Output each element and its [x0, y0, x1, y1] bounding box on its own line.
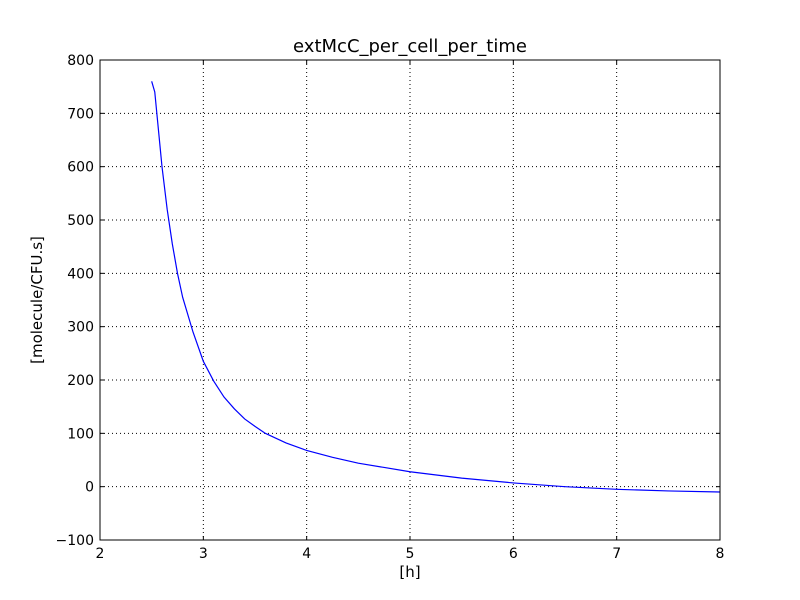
- y-tick-label: 100: [67, 426, 94, 442]
- x-tick-label: 2: [96, 546, 105, 562]
- y-tick-label: 300: [67, 320, 94, 336]
- x-tick-label: 7: [612, 546, 621, 562]
- y-tick-label: 200: [67, 373, 94, 389]
- x-tick-label: 4: [302, 546, 311, 562]
- y-tick-labels: −100 0 100 200 300 400 500 600 700 800: [56, 53, 94, 549]
- axis-ticks: [99, 59, 721, 541]
- y-axis-title: [molecule/CFU.s]: [28, 236, 46, 364]
- y-tick-label: 600: [67, 160, 94, 176]
- y-tick-label: 800: [67, 53, 94, 69]
- y-tick-label: 400: [67, 266, 94, 282]
- series-lines: [151, 81, 721, 493]
- y-tick-label: 700: [67, 106, 94, 122]
- x-axis-title: [h]: [399, 563, 420, 581]
- x-tick-label: 3: [199, 546, 208, 562]
- y-tick-label: 500: [67, 213, 94, 229]
- y-tick-label: −100: [56, 533, 94, 549]
- x-tick-label: 6: [509, 546, 518, 562]
- series-line-0: [151, 81, 721, 493]
- x-tick-label: 5: [406, 546, 415, 562]
- x-tick-label: 8: [716, 546, 725, 562]
- x-tick-labels: 2 3 4 5 6 7 8: [96, 546, 725, 562]
- chart-title: extMcC_per_cell_per_time: [293, 36, 527, 57]
- y-tick-label: 0: [85, 480, 94, 496]
- grid-lines: [100, 60, 720, 540]
